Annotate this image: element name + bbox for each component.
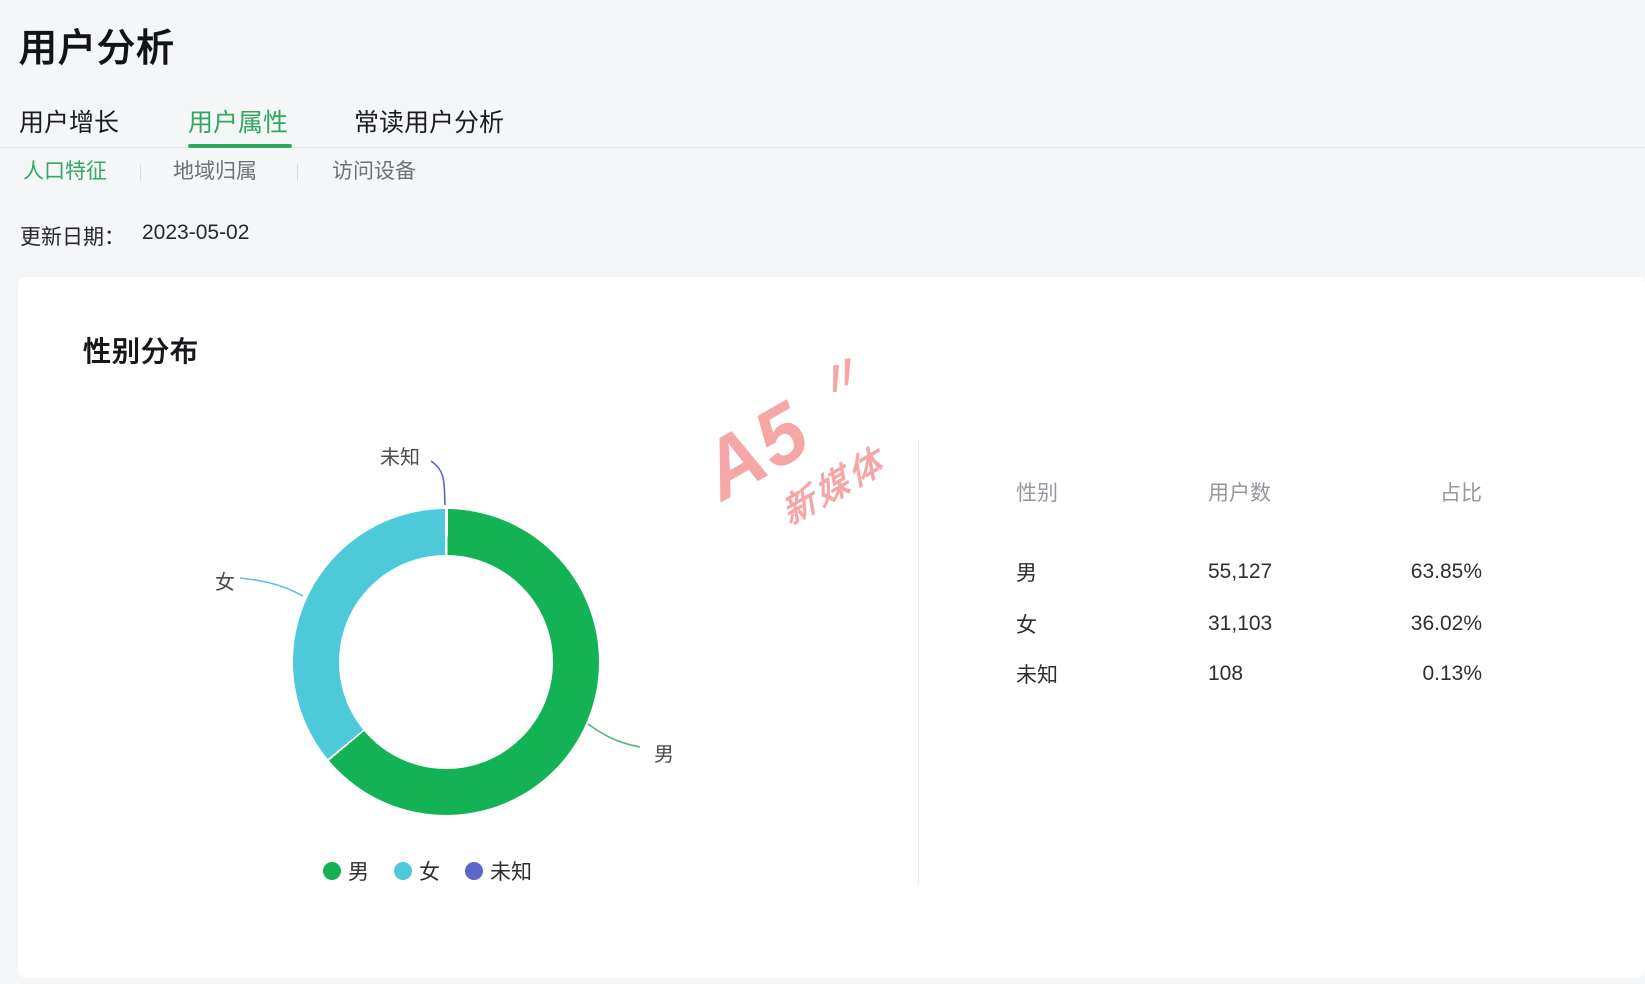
chart-legend: 男 女 未知 (323, 856, 532, 886)
col-header-gender: 性别 (1016, 482, 1058, 505)
watermark-text: 新媒体 (776, 440, 892, 533)
callout-label-unknown: 未知 (380, 447, 420, 469)
callout-label-male: 男 (654, 744, 674, 766)
legend-dot-male (323, 862, 341, 880)
legend-item-male[interactable]: 男 (323, 856, 369, 886)
subtab-demographics[interactable]: 人口特征 (23, 160, 107, 183)
table-row: 女 31,103 36.02% (1016, 609, 1482, 637)
cell-gender: 女 (1016, 614, 1037, 637)
tab-user-growth[interactable]: 用户增长 (19, 109, 120, 137)
leader-line-male (587, 723, 641, 748)
subtab-divider (297, 164, 298, 181)
a5-watermark: 〃 A5 新媒体 (673, 328, 990, 626)
table-header-row: 性别 用户数 占比 (1016, 477, 1482, 505)
gender-distribution-card: 性别分布 未知 女 男 男 女 未知 〃 A5 新媒体 性别 (18, 277, 1645, 978)
active-tab-underline (188, 144, 292, 148)
subtab-devices[interactable]: 访问设备 (332, 160, 416, 183)
gender-donut-chart[interactable] (293, 509, 599, 815)
legend-dot-unknown (465, 862, 483, 880)
legend-item-female[interactable]: 女 (394, 856, 440, 886)
chart-title: 性别分布 (83, 336, 200, 367)
cell-ratio: 63.85% (1410, 560, 1482, 583)
tabs-divider-line (0, 147, 1645, 148)
col-header-users: 用户数 (1208, 482, 1271, 505)
leader-line-unknown (430, 460, 446, 506)
chart-table-divider (918, 440, 919, 885)
donut-hole (339, 555, 553, 769)
legend-item-unknown[interactable]: 未知 (465, 856, 532, 886)
col-header-ratio: 占比 (1440, 482, 1482, 505)
cell-ratio: 36.02% (1410, 612, 1482, 635)
tab-user-attributes[interactable]: 用户属性 (188, 109, 289, 137)
cell-users: 108 (1208, 662, 1244, 685)
update-date-value: 2023-05-02 (142, 221, 250, 244)
cell-users: 31,103 (1208, 612, 1273, 635)
table-row: 未知 108 0.13% (1016, 659, 1482, 687)
tab-frequent-reader-analysis[interactable]: 常读用户分析 (354, 109, 505, 137)
subtab-divider (140, 164, 141, 181)
cell-users: 55,127 (1208, 560, 1273, 583)
watermark-logo: A5 (685, 384, 826, 518)
legend-label-female: 女 (419, 861, 440, 884)
page-title: 用户分析 (19, 28, 176, 70)
update-date-label: 更新日期： (20, 226, 125, 249)
legend-label-unknown: 未知 (490, 861, 532, 884)
subtab-region[interactable]: 地域归属 (173, 160, 257, 183)
update-date-row: 更新日期： 2023-05-02 (20, 221, 249, 251)
cell-gender: 未知 (1016, 664, 1058, 687)
legend-label-male: 男 (348, 861, 369, 884)
watermark-marks: 〃 (805, 342, 874, 413)
legend-dot-female (394, 862, 412, 880)
cell-gender: 男 (1016, 562, 1037, 585)
cell-ratio: 0.13% (1422, 662, 1482, 685)
callout-label-female: 女 (215, 572, 235, 594)
table-row: 男 55,127 63.85% (1016, 557, 1482, 585)
leader-line-female (239, 577, 304, 597)
